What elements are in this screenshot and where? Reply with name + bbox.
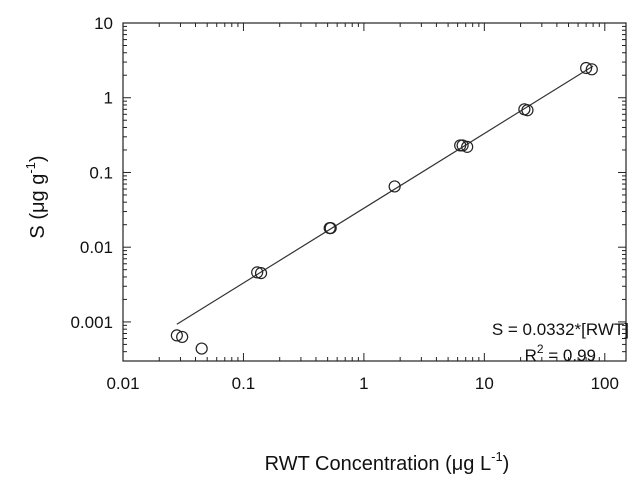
data-point: [580, 61, 593, 75]
data-point: [324, 222, 337, 235]
x-axis-label: RWT Concentration (μg L-1): [265, 449, 510, 475]
data-point: [254, 267, 268, 280]
data-point: [323, 222, 336, 235]
y-tick-label: 10: [94, 14, 113, 33]
x-tick-label: 0.01: [106, 374, 139, 393]
data-marks: [170, 61, 598, 355]
data-point: [195, 342, 208, 355]
data-point: [251, 266, 264, 279]
x-tick-label: 10: [475, 374, 494, 393]
y-axis-label: S (μg g-1): [23, 155, 49, 238]
y-tick-label: 1: [104, 89, 113, 108]
regression-line: [176, 65, 594, 325]
plot-area: [122, 22, 627, 362]
data-point: [388, 180, 401, 193]
axes: 0.01 0.1 1 10 100 0.001 0.01 0.1 1 10: [70, 14, 626, 393]
data-point: [521, 104, 534, 117]
y-tick-label: 0.1: [89, 163, 113, 182]
r-squared-annotation: R2 = 0.99: [525, 342, 596, 365]
data-point: [585, 63, 598, 76]
equation-annotation: S = 0.0332*[RWT]: [492, 320, 629, 339]
data-point: [170, 329, 183, 342]
data-point: [461, 140, 474, 153]
y-tick-label: 0.01: [80, 238, 113, 257]
x-tick-label: 0.1: [232, 374, 256, 393]
data-point: [176, 330, 189, 344]
y-tick-label: 0.001: [70, 313, 113, 332]
plot-frame: [122, 22, 627, 362]
x-tick-label: 1: [359, 374, 368, 393]
x-tick-label: 100: [591, 374, 619, 393]
